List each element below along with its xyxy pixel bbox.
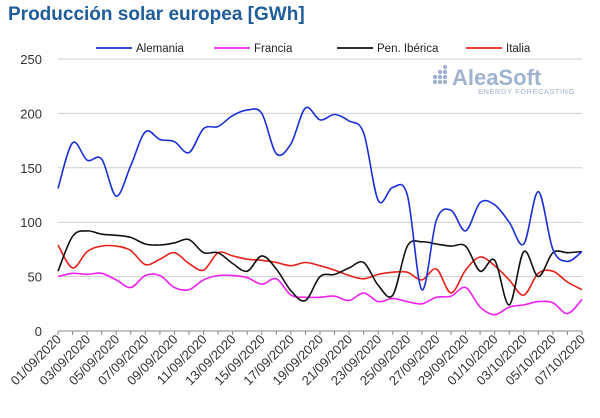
legend-label-alemania: Alemania	[136, 43, 185, 55]
series-line-pen-ib-rica	[57, 230, 583, 306]
axes: 05010015020025001/09/202003/09/202005/09…	[7, 52, 588, 388]
legend-label-italia: Italia	[506, 43, 531, 55]
y-tick-label: 0	[35, 324, 42, 339]
y-tick-label: 150	[20, 161, 42, 176]
series-line-italia	[57, 244, 583, 296]
aleasoft-logo-icon	[432, 64, 448, 85]
series-line-alemania	[57, 106, 583, 291]
aleasoft-logo-tagline: ENERGY FORECASTING	[478, 87, 575, 96]
legend-label-pen-ib-rica: Pen. Ibérica	[377, 43, 439, 55]
aleasoft-logo: AleaSoft ENERGY FORECASTING	[432, 64, 575, 96]
legend: Alemania Francia Pen. Ibérica Italia	[96, 43, 531, 55]
series-lines	[57, 106, 583, 316]
series-line-francia	[57, 272, 583, 316]
y-tick-label: 100	[20, 215, 42, 230]
aleasoft-logo-name: AleaSoft	[452, 65, 542, 90]
y-tick-label: 50	[28, 270, 42, 285]
y-tick-label: 250	[20, 52, 42, 67]
chart-title: Producción solar europea [GWh]	[8, 4, 305, 25]
y-tick-label: 200	[20, 106, 42, 121]
legend-label-francia: Francia	[254, 43, 293, 55]
